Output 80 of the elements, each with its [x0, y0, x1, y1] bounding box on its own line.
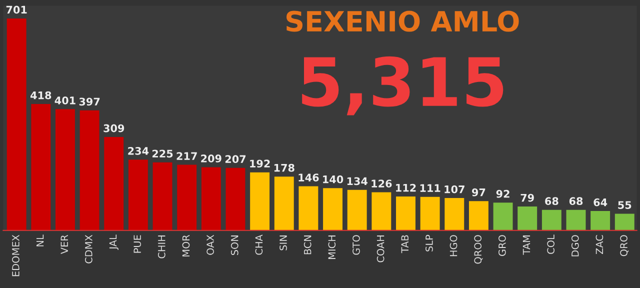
x-tick-label: COAH: [376, 236, 384, 262]
x-tick-label: NL: [36, 234, 44, 246]
data-label: 68: [569, 197, 583, 206]
bar: [590, 211, 610, 230]
x-tick-label: TAB: [401, 235, 408, 254]
x-tick-label: DGO: [571, 235, 579, 256]
x-tick-label: SIN: [280, 236, 287, 250]
data-label: 217: [176, 152, 197, 160]
x-tick-label: OAX: [206, 234, 214, 255]
bar: [444, 198, 464, 230]
data-label: 209: [201, 154, 222, 162]
bar: [493, 202, 513, 230]
bar: [104, 136, 124, 230]
data-label: 178: [274, 164, 294, 172]
data-label: 140: [323, 175, 344, 184]
x-tick-label: TAM: [522, 236, 530, 255]
x-tick-label: CHA: [255, 234, 263, 255]
bar: [566, 210, 586, 230]
x-tick-label: ZAC: [596, 235, 604, 254]
data-label: 55: [618, 201, 632, 209]
x-tick-label: EDOMEX: [12, 234, 20, 276]
data-label: 79: [520, 194, 534, 202]
x-tick-label: MOR: [182, 234, 190, 256]
bar: [80, 110, 100, 230]
data-label: 192: [250, 160, 270, 168]
data-label: 401: [54, 96, 76, 104]
x-tick-label: QROO: [474, 235, 483, 264]
data-label: 225: [152, 150, 173, 158]
bar: [201, 167, 221, 230]
bar: [274, 176, 294, 230]
data-label: 397: [79, 98, 100, 106]
bar: [396, 196, 416, 230]
x-tick-label: JAL: [109, 234, 118, 250]
bar: [542, 210, 562, 230]
data-label: 112: [396, 184, 416, 192]
x-tick-label: COL: [547, 234, 554, 254]
data-label: 97: [472, 188, 486, 196]
data-label: 111: [420, 184, 440, 192]
bar: [31, 104, 51, 230]
data-label: 207: [225, 155, 246, 164]
x-tick-label: BCN: [304, 236, 312, 254]
x-tick-label: CDMX: [85, 234, 92, 264]
bar: [347, 190, 367, 230]
x-tick-label: MICH: [328, 236, 336, 259]
data-label: 418: [30, 91, 52, 100]
x-tick-label: CHIH: [158, 236, 166, 258]
x-tick-label: QRO: [620, 235, 629, 256]
data-label: 146: [298, 174, 319, 182]
bar: [55, 109, 75, 230]
data-label: 309: [104, 124, 124, 132]
bar: [6, 18, 26, 230]
bar: [420, 196, 440, 230]
bar: [614, 214, 634, 230]
bar: [323, 188, 342, 230]
x-tick-label: HGO: [450, 235, 458, 256]
annotation: 5,315: [302, 56, 504, 116]
bar: [226, 168, 246, 230]
bar: [177, 164, 197, 230]
data-label: 92: [496, 190, 510, 198]
data-label: 107: [444, 185, 464, 194]
x-tick-label: VER: [60, 234, 68, 254]
data-label: 68: [545, 197, 558, 206]
bar: [250, 172, 270, 230]
bar: [468, 201, 488, 230]
data-label: 64: [594, 198, 608, 206]
bar: [152, 162, 172, 230]
x-tick-label: GRO: [498, 235, 506, 256]
data-label: 234: [128, 146, 149, 155]
x-tick-label: GTO: [352, 235, 360, 255]
x-tick-label: SLP: [426, 234, 433, 252]
bar: [128, 160, 148, 230]
data-label: 126: [372, 180, 392, 188]
x-tick-label: SON: [230, 236, 238, 256]
chart-title: SEXENIO AMLO: [286, 10, 519, 32]
bar: [372, 192, 392, 230]
bar: [298, 186, 318, 230]
x-tick-label: PUE: [134, 235, 142, 253]
data-label: 134: [347, 177, 368, 186]
bar: [518, 206, 538, 230]
data-label: 701: [6, 6, 27, 14]
